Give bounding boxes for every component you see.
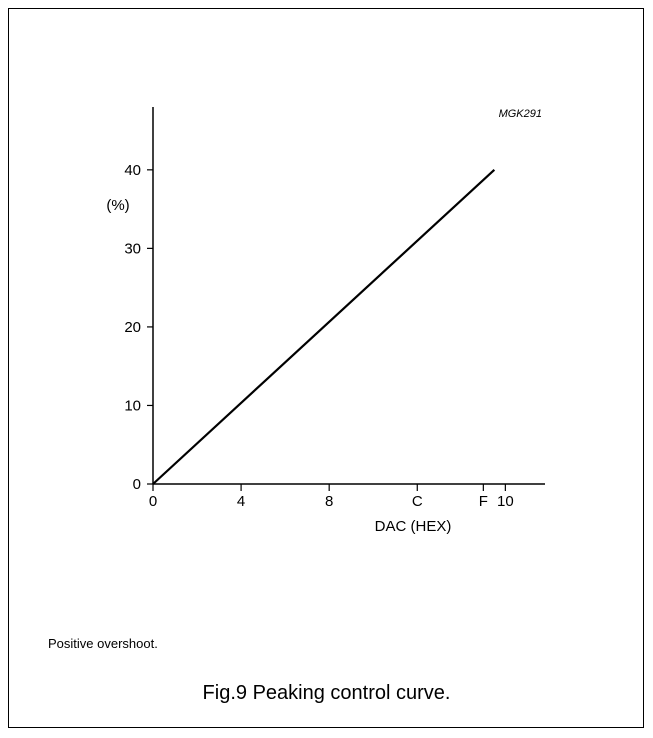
series-line [152, 169, 496, 485]
figure-caption: Fig.9 Peaking control curve. [202, 682, 451, 704]
y-tick-label: 30 [124, 240, 141, 257]
series [152, 169, 496, 485]
x-tick-label: 10 [497, 493, 514, 510]
axes [152, 107, 545, 485]
x-tick-label: F [479, 493, 488, 510]
y-axis-title: (%) [106, 197, 129, 214]
figure-frame [8, 8, 644, 728]
x-axis-title: DAC (HEX) [375, 518, 452, 535]
x-tick-label: C [412, 493, 423, 510]
y-tick-label: 10 [124, 397, 141, 414]
figure-note: Positive overshoot. [48, 636, 158, 651]
x-tick-label: 0 [149, 493, 157, 510]
x-tick-label: 4 [237, 493, 245, 510]
ticks: 0 10 20 30 40 0 4 8 C F 10 [124, 162, 513, 510]
y-tick-label: 20 [124, 319, 141, 336]
y-tick-label: 40 [124, 162, 141, 179]
x-tick-label: 8 [325, 493, 333, 510]
figure-code: MGK291 [499, 108, 542, 120]
y-tick-label: 0 [133, 476, 141, 493]
